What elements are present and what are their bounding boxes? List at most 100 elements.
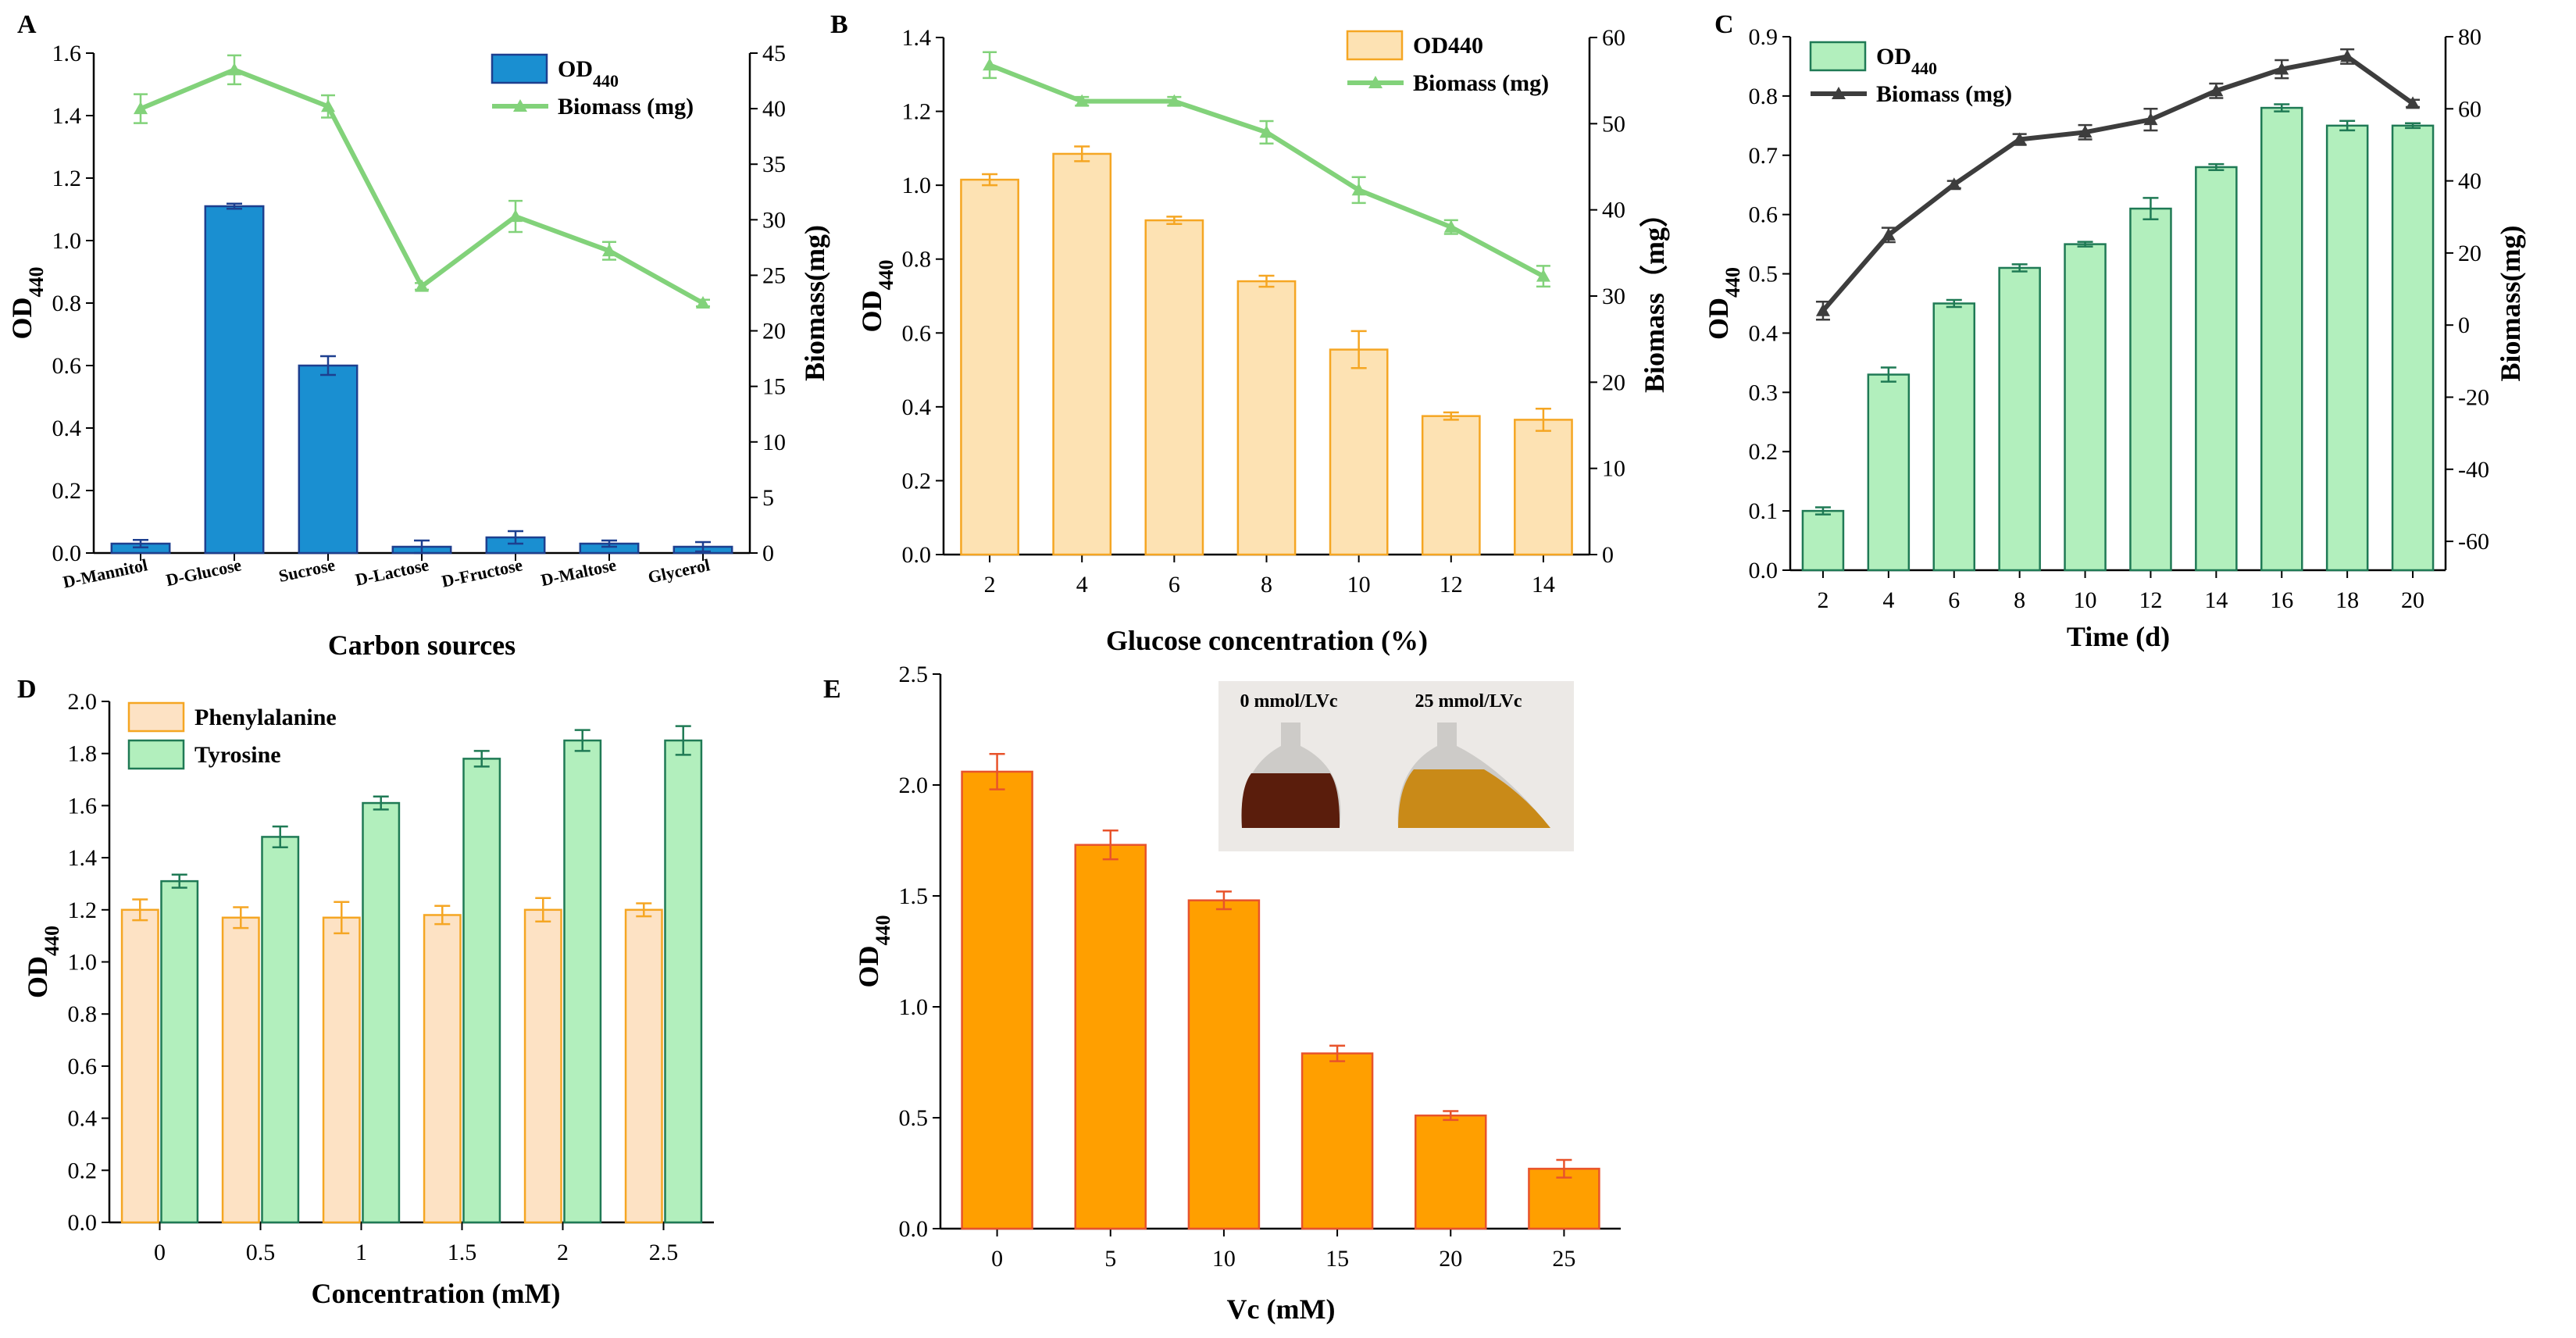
y-tick-label: 0.0 <box>68 1210 98 1236</box>
y-tick-label: 0.2 <box>52 478 82 504</box>
bar <box>1414 1114 1487 1230</box>
chart-b: B 0.0 0.2 0.4 0.6 0.8 1.0 1.2 1.4 0 10 20 30 40 50 60 2 4… <box>830 10 1670 656</box>
legend-item: Tyrosine <box>127 739 281 770</box>
legend-label: Phenylalanine <box>194 705 337 730</box>
legend-marker <box>1832 87 1846 99</box>
y-tick-label: 0.3 <box>1749 380 1779 405</box>
x-tick-label: 16 <box>2270 587 2293 613</box>
y-tick-label: 0.0 <box>899 1216 929 1242</box>
y-tick-label: 0.6 <box>902 320 932 346</box>
y-axis-title-text: OD440 <box>6 267 48 340</box>
y2-tick-label: 30 <box>762 207 786 233</box>
inset-left-label: 0 mmol/LVc <box>1240 691 1337 712</box>
x-tick-label: 14 <box>1532 572 1555 598</box>
legend-label: OD440 <box>558 56 619 91</box>
x-tick-label: 2 <box>557 1240 569 1265</box>
bar <box>960 178 1019 556</box>
point-marker <box>2143 112 2158 126</box>
y-tick-label: 0.4 <box>52 416 82 441</box>
y-axis-title-main: OD <box>856 291 887 333</box>
y-tick-label: 0.8 <box>1749 84 1779 109</box>
bar <box>1300 1052 1374 1230</box>
legend-item: Biomass (mg) <box>1811 81 2012 107</box>
y2-tick-label: 30 <box>1602 284 1625 309</box>
point-marker <box>1881 227 1896 241</box>
y-tick-label: 0.1 <box>1749 498 1779 524</box>
x-tick-label: 10 <box>1347 572 1371 598</box>
x-tick-label: D-Glucose <box>164 555 243 590</box>
bar <box>563 739 602 1224</box>
legend-marker <box>513 99 527 112</box>
y-tick-label: 1.4 <box>52 103 82 129</box>
bar <box>2129 207 2172 572</box>
x-tick-label: 1.5 <box>448 1240 477 1265</box>
y-tick-label: 0.8 <box>902 247 932 273</box>
x-tick-label: Glycerol <box>646 555 712 587</box>
x-tick-label: D-Lactose <box>354 555 431 589</box>
bar <box>523 908 562 1224</box>
y-tick-label: 0.7 <box>1749 143 1779 169</box>
legend-item: OD440 <box>1346 30 1483 61</box>
legend-label-sub: 440 <box>1911 59 1937 78</box>
legend-label: Biomass (mg) <box>1413 70 1549 96</box>
y-tick-label: 1.0 <box>899 994 929 1020</box>
chart-e: E 0.0 0.5 1.0 1.5 2.0 2.5 0 5 10 15 20 25 Vc (mM) OD44… <box>823 662 1621 1325</box>
y2-tick-label: -40 <box>2458 457 2489 483</box>
x-tick-label: 12 <box>1440 572 1463 598</box>
y-tick-label: 2.5 <box>899 662 929 687</box>
legend-label: Tyrosine <box>194 742 281 768</box>
bar <box>664 739 703 1224</box>
point-marker <box>2012 132 2027 145</box>
chart-a: A 0.0 0.2 0.4 0.6 0.8 1.0 1.2 1.4 1.6 0 5 10 15 20 25 30… <box>6 10 830 661</box>
y-tick-label: 0.9 <box>1749 24 1779 50</box>
bar <box>1528 1168 1600 1230</box>
legend-swatch <box>1346 30 1404 61</box>
y-axis-title-sub: 440 <box>1721 267 1744 298</box>
point-marker <box>2275 62 2289 75</box>
y2-tick-label: 0 <box>762 541 774 566</box>
y-tick-label: 1.4 <box>902 25 932 51</box>
y-axis-title-sub: 440 <box>872 915 894 946</box>
legend-swatch <box>127 739 185 770</box>
bar <box>2325 124 2369 572</box>
x-tick-label: 20 <box>2401 587 2424 613</box>
bar <box>2064 243 2107 572</box>
legend-label-main: OD440 <box>1413 33 1483 59</box>
y-axis-title: OD440 <box>1703 267 1744 340</box>
legend-swatch <box>491 53 548 84</box>
point-marker <box>227 62 241 76</box>
point-marker <box>1351 183 1366 196</box>
y-tick-label: 0.5 <box>1749 262 1779 287</box>
legend-label: OD440 <box>1876 44 1937 78</box>
bar <box>261 836 300 1224</box>
bar <box>160 880 199 1224</box>
x-tick-label: 2 <box>1817 587 1829 613</box>
bar <box>1074 844 1147 1230</box>
y2-tick-label: 60 <box>2458 96 2481 122</box>
legend-item: OD440 <box>1809 41 1937 78</box>
legend-label-main: Tyrosine <box>194 742 281 768</box>
y-tick-label: 0.6 <box>1749 202 1779 228</box>
bar <box>204 205 265 555</box>
bar <box>2195 166 2238 572</box>
legend-label: Biomass (mg) <box>558 94 694 120</box>
point-marker <box>415 279 429 292</box>
y2-axis-title: Biomass(mg) <box>2495 226 2526 382</box>
y-tick-label: 2.0 <box>899 772 929 798</box>
point-marker <box>321 99 335 112</box>
point-marker <box>2340 49 2355 62</box>
y-tick-label: 0.5 <box>899 1105 929 1131</box>
bar <box>322 916 361 1224</box>
inset-right-label: 25 mmol/LVc <box>1415 691 1522 712</box>
y-tick-label: 1.2 <box>68 897 98 923</box>
legend-label-main: OD <box>558 56 593 82</box>
x-tick-label: D-Maltose <box>539 555 618 590</box>
flask-left-liquid <box>1241 773 1340 828</box>
x-tick-label: 4 <box>1076 572 1088 598</box>
y-axis-title-text: OD440 <box>853 915 894 988</box>
y2-tick-label: 45 <box>762 41 786 66</box>
y-tick-label: 0.0 <box>902 542 932 568</box>
x-tick-label: 0 <box>991 1246 1003 1272</box>
point-marker <box>1536 269 1550 282</box>
x-tick-label: 2 <box>984 572 996 598</box>
